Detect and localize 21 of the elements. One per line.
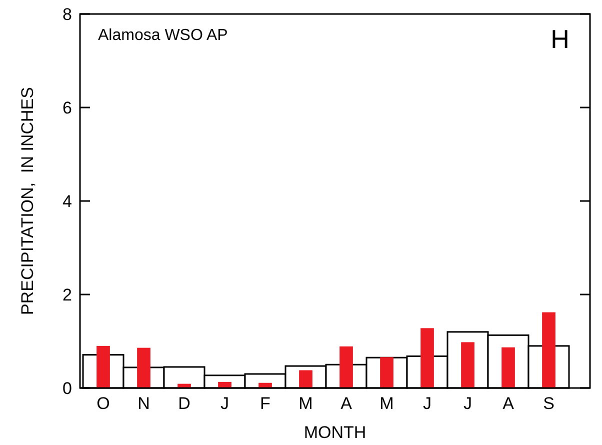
annotation: Alamosa WSO AP [98, 27, 228, 44]
x-tick-label: M [380, 394, 394, 413]
x-axis-title: MONTH [304, 423, 366, 442]
y-axis-title: PRECIPITATION, IN INCHES [18, 87, 37, 315]
x-tick-label: M [298, 394, 313, 413]
x-tick-label: J [220, 394, 229, 413]
y-tick-label: 8 [62, 4, 72, 24]
y-tick-label: 4 [62, 192, 72, 211]
x-tick-label: S [543, 394, 554, 413]
y-tick-label: 2 [62, 285, 72, 304]
y-tick-label: 0 [62, 378, 72, 398]
x-tick-label: D [178, 394, 190, 413]
x-tick-label: F [260, 394, 270, 413]
annotation: H [550, 24, 570, 54]
y-tick-label: 6 [62, 98, 72, 118]
x-tick-label: N [138, 394, 150, 413]
x-tick-label: O [96, 394, 110, 413]
x-tick-label: J [423, 394, 432, 413]
x-tick-label: J [464, 394, 472, 413]
x-tick-label: A [340, 394, 353, 413]
x-tick-label: A [502, 394, 515, 413]
